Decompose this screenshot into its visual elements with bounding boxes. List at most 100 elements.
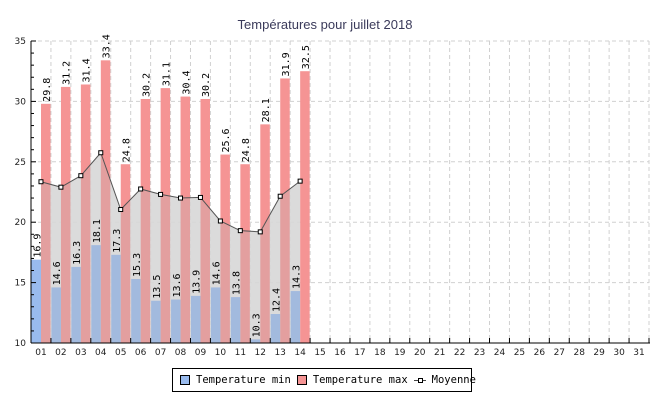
average-marker xyxy=(158,191,164,197)
bar-max xyxy=(260,124,270,344)
chart-title: Températures pour juillet 2018 xyxy=(238,17,413,32)
bar-max xyxy=(240,164,250,343)
bar-min xyxy=(31,259,41,343)
data-label-min: 14.6 xyxy=(212,261,223,285)
average-marker xyxy=(178,195,184,201)
x-tick-label: 14 xyxy=(294,348,306,358)
x-tick-label: 03 xyxy=(75,348,86,358)
average-area-overlay xyxy=(40,152,301,343)
y-tick-label: 30 xyxy=(15,97,27,107)
legend-swatch-max xyxy=(296,375,307,385)
x-tick-label: 29 xyxy=(593,348,605,358)
x-tick-label: 24 xyxy=(494,348,506,358)
bar-max xyxy=(280,78,290,343)
data-label-max: 24.8 xyxy=(121,138,132,162)
data-label-max: 31.9 xyxy=(281,52,292,76)
legend-label-max: Temperature max xyxy=(312,374,408,386)
average-marker xyxy=(98,150,104,156)
bar-min xyxy=(210,287,221,343)
x-tick-label: 07 xyxy=(155,348,166,358)
bar-min xyxy=(230,297,241,343)
x-tick-label: 10 xyxy=(215,348,227,358)
x-tick-label: 08 xyxy=(175,348,187,358)
bar-min xyxy=(290,291,301,343)
bar-min xyxy=(151,300,161,343)
x-tick-label: 30 xyxy=(613,348,625,358)
bars xyxy=(31,60,310,344)
y-tick-label: 20 xyxy=(15,218,27,228)
axes: 10 15 20 25 30 35 01 02 03 04 05 06 07 08 09 10 11 12 13 14… xyxy=(15,37,650,358)
y-tick-label: 25 xyxy=(15,158,26,168)
bar-min xyxy=(71,266,81,343)
legend-label-min: Temperature min xyxy=(196,374,291,386)
data-label-max: 31.4 xyxy=(82,58,93,82)
average-marker xyxy=(118,207,124,213)
average-line-path xyxy=(40,151,301,233)
data-label-min: 15.3 xyxy=(132,253,143,277)
data-label-max: 29.8 xyxy=(42,78,53,102)
data-label-max: 31.2 xyxy=(62,61,73,85)
bar-min xyxy=(91,245,101,343)
bar-max xyxy=(160,88,171,343)
average-line xyxy=(38,150,303,235)
x-tick-label: 17 xyxy=(354,348,365,358)
x-tick-label: 09 xyxy=(195,348,207,358)
data-label-min: 13.6 xyxy=(172,273,183,297)
x-tick-label: 26 xyxy=(534,348,546,358)
y-tick-label: 35 xyxy=(15,37,26,47)
legend: Temperature min Temperature max Moyenne xyxy=(172,368,476,392)
x-tick-label: 13 xyxy=(274,348,285,358)
data-label-min: 16.3 xyxy=(72,241,83,265)
average-marker xyxy=(138,186,144,192)
x-tick-label: 16 xyxy=(334,348,346,358)
bar-max xyxy=(300,71,310,343)
data-label-max: 30.2 xyxy=(141,73,152,97)
average-marker xyxy=(58,184,64,190)
data-label-min: 14.3 xyxy=(291,265,302,289)
data-label-max: 30.2 xyxy=(201,73,212,97)
data-label-min: 16.9 xyxy=(32,234,43,258)
x-tick-label: 05 xyxy=(115,348,126,358)
legend-swatch-min xyxy=(180,375,190,385)
bar-max xyxy=(80,84,91,343)
bar-max xyxy=(140,98,151,343)
average-marker xyxy=(78,173,84,179)
bar-max xyxy=(100,60,111,343)
data-label-min: 17.3 xyxy=(112,229,123,253)
data-labels: 16.9 14.6 16.3 18.1 17.3 15.3 13.5 13.6 13.9 14.6… xyxy=(32,34,312,337)
x-tick-label: 15 xyxy=(314,348,325,358)
data-label-max: 30.4 xyxy=(181,70,192,94)
x-tick-label: 01 xyxy=(35,348,46,358)
data-label-min: 13.8 xyxy=(232,271,243,295)
x-tick-label: 11 xyxy=(235,348,246,358)
data-label-max: 24.8 xyxy=(241,138,252,162)
x-tick-label: 06 xyxy=(135,348,147,358)
legend-item-min: Temperature min xyxy=(180,374,291,386)
x-tick-label: 20 xyxy=(414,348,426,358)
average-marker xyxy=(237,228,243,234)
data-label-max: 33.4 xyxy=(102,34,113,58)
bar-max xyxy=(120,164,131,343)
x-tick-label: 23 xyxy=(474,348,485,358)
data-label-min: 13.9 xyxy=(192,270,203,294)
average-marker xyxy=(217,218,223,224)
y-tick-label: 10 xyxy=(15,339,27,349)
average-marker xyxy=(297,178,303,184)
average-marker xyxy=(277,193,283,199)
x-tick-label: 19 xyxy=(394,348,406,358)
data-label-min: 18.1 xyxy=(92,219,103,243)
data-label-max: 28.1 xyxy=(261,98,272,122)
legend-item-max: Temperature max xyxy=(296,374,408,386)
x-tick-label: 28 xyxy=(573,348,585,358)
bar-min xyxy=(250,339,261,343)
bar-min xyxy=(131,278,141,343)
bar-max xyxy=(60,86,71,344)
average-marker xyxy=(257,229,263,235)
x-tick-label: 25 xyxy=(514,348,525,358)
legend-item-avg: Moyenne xyxy=(413,374,476,386)
data-label-max: 32.5 xyxy=(301,45,312,69)
x-tick-label: 04 xyxy=(95,348,107,358)
data-label-min: 12.4 xyxy=(271,288,282,312)
x-tick-label: 21 xyxy=(434,348,445,358)
x-tick-label: 18 xyxy=(374,348,386,358)
